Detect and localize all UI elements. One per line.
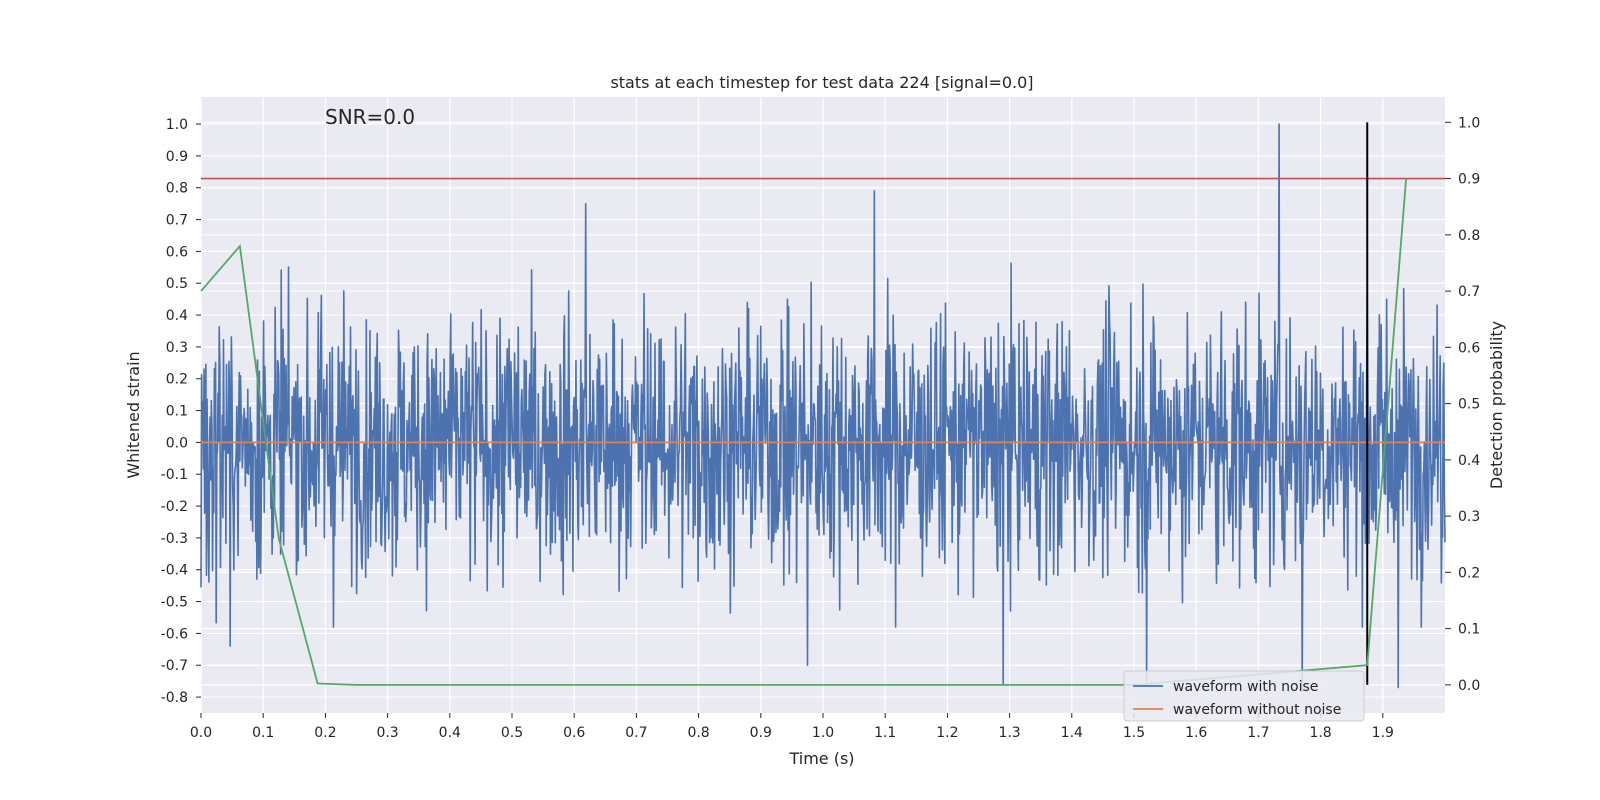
x-tick-label: 1.3 [998, 725, 1020, 741]
y2-tick-label: 0.8 [1458, 228, 1480, 244]
legend-label: waveform without noise [1173, 702, 1341, 718]
y2-axis-label: Detection probability [1487, 321, 1506, 489]
y2-tick-label: 0.2 [1458, 565, 1480, 581]
detection-probability-line [200, 178, 1408, 686]
y-tick-label: -0.6 [161, 626, 188, 642]
chart-title: stats at each timestep for test data 224… [610, 73, 1033, 92]
x-tick-label: 1.2 [936, 725, 958, 741]
y2-tick-label: 0.0 [1458, 678, 1480, 694]
y-tick-label: -0.3 [161, 531, 188, 547]
x-tick-label: 0.1 [252, 725, 274, 741]
y-tick-label: 0.9 [166, 149, 188, 165]
y2-tick-label: 0.6 [1458, 340, 1480, 356]
y-tick-label: 0.4 [166, 308, 188, 324]
legend-box [1123, 670, 1365, 722]
x-tick-label: 1.1 [874, 725, 896, 741]
legend-label: waveform with noise [1173, 679, 1318, 695]
y-tick-label: 0.6 [166, 244, 188, 260]
y-tick-label: -0.5 [161, 595, 188, 611]
y-tick-label: 0.0 [166, 435, 188, 451]
x-tick-label: 0.3 [376, 725, 398, 741]
series-waveform-with-noise [200, 123, 1446, 692]
legend: waveform with noise waveform without nois… [1123, 670, 1365, 722]
y-tick-label: 0.2 [166, 372, 188, 388]
x-tick-label: 1.9 [1372, 725, 1394, 741]
y-tick-label: -0.7 [161, 658, 188, 674]
x-tick-label: 1.4 [1061, 725, 1083, 741]
x-tick-label: 1.8 [1309, 725, 1331, 741]
x-tick-label: 0.2 [314, 725, 336, 741]
y-axis-label: Whitened strain [124, 351, 143, 478]
y-tick-label: 1.0 [166, 117, 188, 133]
y2-tick-label: 0.5 [1458, 397, 1480, 413]
x-tick-label: 0.7 [625, 725, 647, 741]
y2-tick-label: 1.0 [1458, 115, 1480, 131]
x-axis-label: Time (s) [788, 749, 854, 768]
x-tick-label: 0.8 [687, 725, 709, 741]
x-tick-label: 0.4 [439, 725, 461, 741]
y-tick-label: -0.2 [161, 499, 188, 515]
y-tick-label: -0.4 [161, 563, 188, 579]
y2-tick-label: 0.3 [1458, 509, 1480, 525]
x-tick-label: 0.9 [750, 725, 772, 741]
y-tick-label: -0.1 [161, 467, 188, 483]
x-tick-label: 0.6 [563, 725, 585, 741]
y2-tick-label: 0.4 [1458, 453, 1480, 469]
snr-annotation: SNR=0.0 [325, 105, 415, 129]
y-tick-label: -0.8 [161, 690, 188, 706]
x-tick-label: 0.5 [501, 725, 523, 741]
y-tick-label: 0.3 [166, 340, 188, 356]
y-axis-ticks: 1.0 0.9 0.8 0.7 0.6 0.5 0.4 0.3 0.2 0.1 0.0 -0.1 -0.… [161, 117, 201, 706]
x-tick-label: 1.0 [812, 725, 834, 741]
y-tick-label: 0.7 [166, 213, 188, 229]
y-tick-label: 0.1 [166, 404, 188, 420]
x-tick-label: 1.5 [1123, 725, 1145, 741]
x-axis-ticks: 0.0 0.1 0.2 0.3 0.4 0.5 0.6 0.7 0.8 0.9 1.0 1.1 1.2 1… [190, 713, 1394, 741]
x-tick-label: 1.7 [1247, 725, 1269, 741]
waveform-with-noise-line [200, 123, 1446, 692]
y-tick-label: 0.8 [166, 181, 188, 197]
y2-tick-label: 0.7 [1458, 284, 1480, 300]
x-tick-label: 0.0 [190, 725, 212, 741]
y-tick-label: 0.5 [166, 276, 188, 292]
x-tick-label: 1.6 [1185, 725, 1207, 741]
y2-axis-ticks: 1.0 0.9 0.8 0.7 0.6 0.5 0.4 0.3 0.2 0.1 0.0 [1445, 115, 1480, 694]
y2-tick-label: 0.9 [1458, 172, 1480, 188]
y2-tick-label: 0.1 [1458, 622, 1480, 638]
